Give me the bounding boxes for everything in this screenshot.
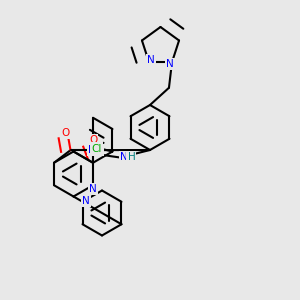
Text: O: O [61, 128, 70, 138]
Text: N: N [82, 196, 90, 206]
Text: N: N [88, 145, 95, 154]
Text: O: O [89, 135, 97, 145]
Text: Cl: Cl [92, 143, 102, 154]
Text: H: H [128, 152, 135, 162]
Text: N: N [120, 152, 128, 162]
Text: N: N [89, 184, 97, 194]
Text: H: H [95, 145, 103, 154]
Text: N: N [147, 55, 155, 65]
Text: N: N [166, 59, 174, 69]
